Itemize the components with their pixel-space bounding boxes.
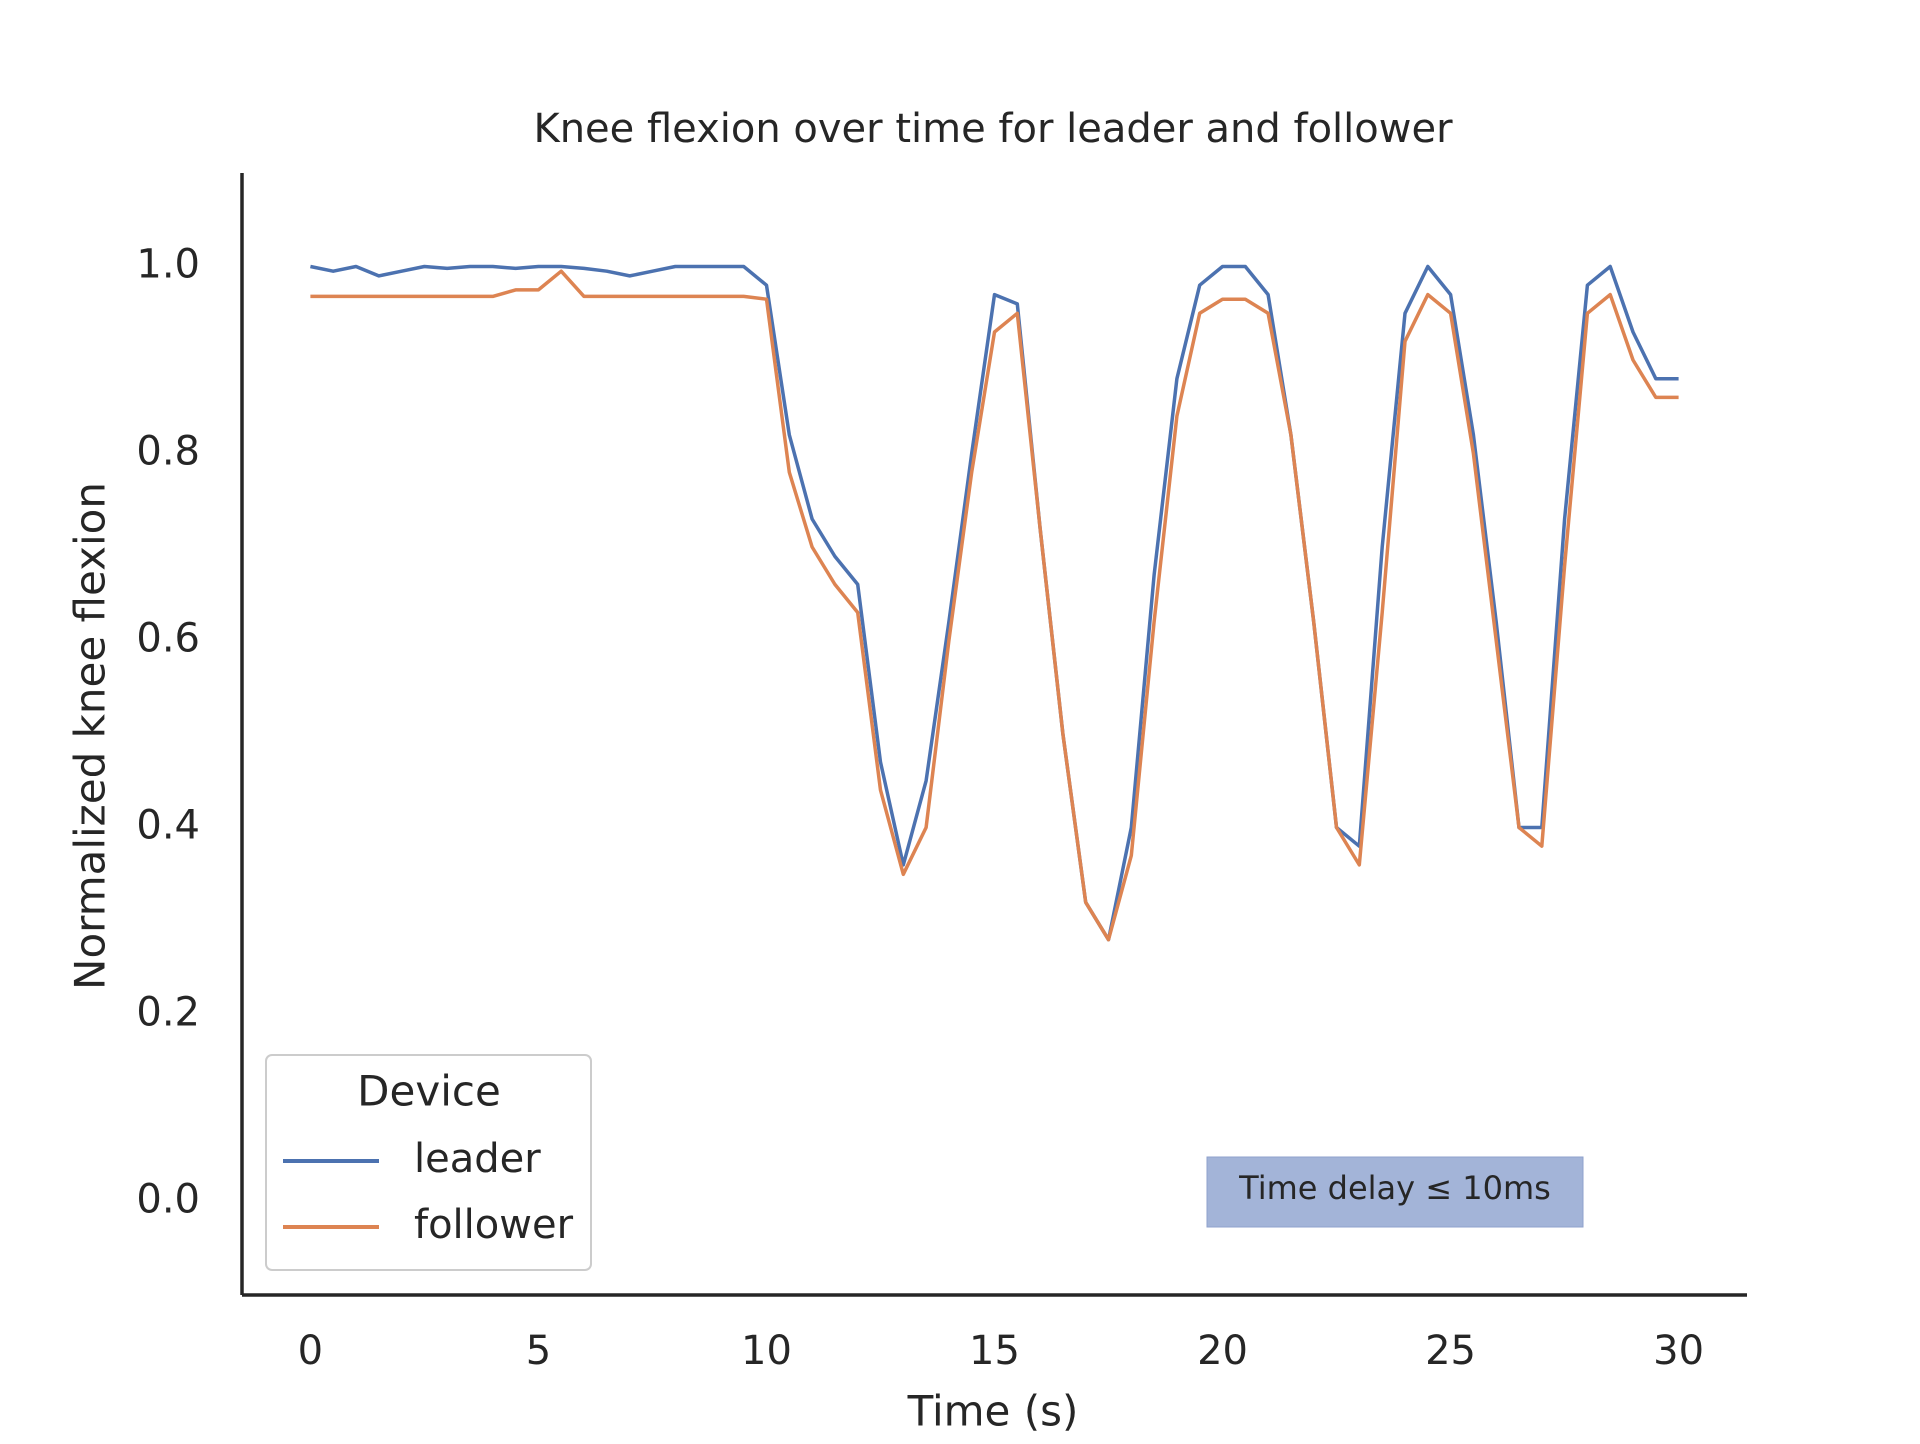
x-axis-label: Time (s)	[907, 1387, 1079, 1436]
legend-title: Device	[357, 1067, 501, 1116]
y-axis-label: Normalized knee flexion	[66, 482, 115, 990]
x-tick-label: 0	[298, 1328, 323, 1374]
legend: leader follower	[283, 1136, 574, 1248]
x-tick-label: 30	[1653, 1328, 1704, 1374]
y-tick-label: 0.2	[136, 990, 200, 1036]
annotation-box	[1206, 1156, 1584, 1228]
chart-title: Knee flexion over time for leader and fo…	[533, 106, 1453, 152]
x-tick-label: 25	[1425, 1328, 1476, 1374]
y-tick-label: 0.4	[136, 803, 200, 849]
plot-area	[310, 264, 1679, 942]
x-tick-label: 10	[741, 1328, 792, 1374]
annotation: Time delay ≤ 10ms	[1238, 1169, 1551, 1207]
line-series	[310, 269, 1679, 942]
y-tick-label: 0.6	[136, 616, 200, 662]
x-tick-label: 20	[1197, 1328, 1248, 1374]
y-tick-label: 0.8	[136, 429, 200, 475]
legend-label: leader	[414, 1136, 541, 1182]
legend-label: follower	[414, 1202, 574, 1248]
x-tick-label: 15	[969, 1328, 1020, 1374]
line-series	[310, 264, 1679, 942]
legend-box	[265, 1054, 592, 1271]
y-tick-label: 1.0	[136, 242, 200, 288]
y-tick-label: 0.0	[136, 1177, 200, 1223]
x-tick-label: 5	[526, 1328, 551, 1374]
